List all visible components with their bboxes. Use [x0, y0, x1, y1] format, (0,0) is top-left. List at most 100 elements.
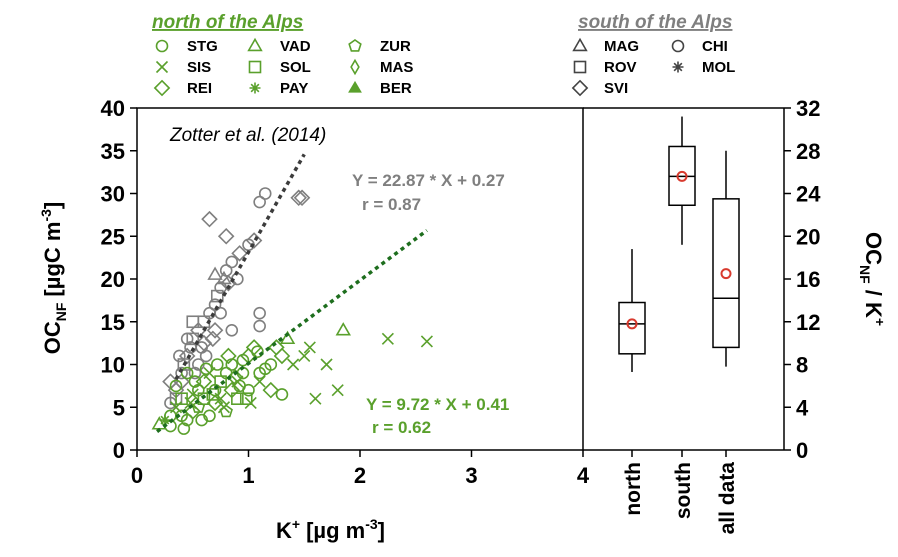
legend-marker-diamond [571, 79, 589, 97]
scatter-points [151, 187, 433, 435]
data-point-south [245, 232, 263, 249]
boxes [618, 116, 740, 372]
x-tick-label: 0 [131, 463, 143, 488]
legend-label: ROV [604, 59, 637, 76]
legend-item-rov: ROV [573, 59, 637, 76]
y-tick-label: 15 [101, 310, 125, 335]
box-mean-marker [626, 318, 638, 330]
data-point-north [219, 404, 233, 418]
fit-north-r: r = 0.62 [372, 418, 431, 437]
legend-label: REI [187, 80, 212, 97]
annotation-citation: Zotter et al. (2014) [169, 125, 326, 146]
box-y-ticks: 0 4 8 12 16 20 24 28 32 [784, 96, 821, 463]
data-point-south [175, 366, 188, 380]
data-point-south [206, 322, 224, 339]
box-y-tick-label: 8 [796, 353, 808, 378]
box-category-label: south [672, 462, 695, 519]
legend-item-mag: MAG [572, 37, 639, 55]
box-mean-marker [676, 170, 688, 182]
y-axis-label: OCNF[µgC m-3] [38, 202, 69, 354]
box-mean-marker [720, 268, 732, 280]
data-point-south [188, 366, 202, 380]
box-category-label: north [622, 462, 645, 516]
data-point-south [195, 334, 213, 352]
legend-item-stg: STG [155, 38, 218, 55]
legend-marker-asterisk [672, 61, 684, 73]
legend-item-zur: ZUR [348, 38, 411, 55]
legend-north-title: north of the Alps [152, 12, 303, 33]
legend-item-sol: SOL [248, 59, 311, 76]
data-point-north [220, 347, 237, 365]
y-tick-label: 0 [113, 438, 125, 463]
legend-marker-square [248, 60, 262, 74]
scatter-x-ticks: 0 1 2 3 4 [131, 450, 590, 488]
data-point-north [214, 392, 227, 405]
data-point-south [225, 255, 239, 269]
data-point-north [309, 392, 322, 405]
data-point-south [219, 264, 233, 277]
data-point-north [335, 322, 351, 336]
fit-south-r: r = 0.87 [362, 195, 421, 214]
box-all-data [712, 150, 740, 367]
x-tick-label: 4 [577, 463, 590, 488]
box-y-tick-label: 24 [796, 182, 821, 207]
legend-item-mas: MAS [350, 58, 413, 76]
fit-south-equation: Y = 22.87 * X + 0.27 [352, 171, 505, 190]
y-tick-label: 30 [101, 182, 125, 207]
legend-item-ber: BER [348, 80, 412, 97]
y-tick-label: 10 [101, 353, 125, 378]
data-point-north [244, 396, 257, 410]
data-point-north [233, 379, 246, 393]
box-y-tick-label: 20 [796, 224, 820, 249]
data-point-north [169, 379, 183, 393]
data-point-south [180, 332, 194, 346]
data-point-south [253, 195, 266, 209]
legend-south-items: MAG CHI ROV MOL SVI [571, 37, 735, 97]
data-point-south [204, 330, 222, 348]
x-tick-label: 1 [242, 463, 254, 488]
legend-label: STG [187, 38, 218, 55]
box-plot: 0 4 8 12 16 20 24 28 32 north south all data OCNF … [583, 96, 888, 534]
legend-item-svi: SVI [571, 79, 628, 97]
legend-item-rei: REI [153, 79, 212, 97]
data-point-north [298, 349, 311, 363]
legend: north of the Alps south of the Alps STG V… [152, 12, 735, 97]
data-point-south [210, 289, 224, 303]
legend-marker-asterisk [249, 82, 261, 94]
legend-label: SIS [187, 59, 211, 76]
y-tick-label: 20 [101, 267, 125, 292]
legend-marker-triangle-filled [348, 80, 362, 93]
data-point-north [273, 347, 291, 365]
legend-label: MAS [380, 59, 413, 76]
legend-marker-triangle [572, 37, 588, 52]
data-point-south [201, 210, 218, 228]
box-south [668, 116, 696, 245]
data-point-north [381, 332, 394, 345]
legend-marker-square [573, 60, 587, 74]
legend-label: SVI [604, 80, 628, 97]
fit-line-south [174, 153, 306, 381]
box-y-tick-label: 4 [796, 395, 809, 420]
legend-item-vad: VAD [247, 37, 311, 55]
data-point-south [258, 187, 272, 200]
box-category-label: all data [716, 462, 739, 535]
data-point-south [199, 349, 213, 363]
data-point-south [253, 306, 266, 320]
legend-north-items: STG VAD ZUR SIS SOL MAS REI PAY BER [153, 37, 413, 97]
fit-line-north [156, 229, 428, 433]
data-point-north [420, 335, 433, 348]
legend-label: BER [380, 80, 412, 97]
data-point-north [217, 401, 231, 414]
legend-label: PAY [280, 80, 308, 97]
data-point-north [245, 339, 263, 356]
data-point-south [290, 189, 307, 207]
scatter-y-ticks: 0 5 10 15 20 25 30 35 40 [101, 96, 137, 463]
data-point-south [173, 349, 186, 363]
y-tick-label: 25 [101, 224, 125, 249]
data-point-north [226, 369, 244, 386]
data-point-north [180, 366, 194, 380]
data-point-north [258, 362, 272, 376]
scatter-plot: 0 5 10 15 20 25 30 35 40 0 1 2 3 4 Zotter et al. (20… [38, 96, 590, 543]
legend-item-pay: PAY [249, 80, 308, 97]
data-point-north [188, 375, 202, 388]
